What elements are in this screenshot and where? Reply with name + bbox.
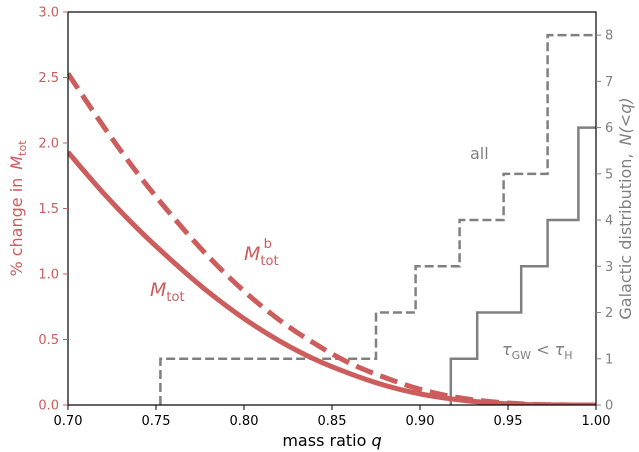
x-axis-label: mass ratio q bbox=[282, 431, 381, 450]
right-y-ticks: 0 1 2 3 4 5 6 7 8 bbox=[596, 29, 613, 414]
right-y-tick-label: 4 bbox=[605, 214, 613, 229]
series-label-mtot-b: Mtotb bbox=[244, 237, 279, 269]
x-tick-label: 0.75 bbox=[142, 414, 171, 429]
series-label-tgw: τGW < τH bbox=[502, 340, 573, 362]
x-tick-label: 0.80 bbox=[230, 414, 259, 429]
left-y-tick-label: 0.0 bbox=[38, 399, 59, 414]
x-tick-label: 0.70 bbox=[54, 414, 83, 429]
series-mtot-line bbox=[68, 150, 596, 405]
x-tick-label: 0.90 bbox=[406, 414, 435, 429]
right-y-tick-label: 2 bbox=[605, 306, 613, 321]
series-label-mtot: Mtot bbox=[150, 279, 185, 305]
x-tick-label: 0.95 bbox=[494, 414, 523, 429]
x-ticks: 0.70 0.75 0.80 0.85 0.90 0.95 1.00 bbox=[54, 405, 611, 429]
left-y-tick-label: 1.0 bbox=[38, 268, 59, 283]
right-y-tick-label: 0 bbox=[605, 399, 613, 414]
left-y-tick-label: 0.5 bbox=[38, 333, 59, 348]
series-label-all: all bbox=[470, 144, 489, 163]
left-y-tick-label: 2.0 bbox=[38, 137, 59, 152]
right-y-tick-label: 8 bbox=[605, 29, 613, 44]
left-y-tick-label: 1.5 bbox=[38, 202, 59, 217]
left-y-ticks: 0.0 0.5 1.0 1.5 2.0 2.5 3.0 bbox=[38, 6, 68, 414]
series-all-step-line bbox=[159, 33, 596, 405]
left-y-axis-label: % change in Mtot bbox=[7, 140, 29, 277]
right-y-tick-label: 1 bbox=[605, 352, 613, 367]
axes-frame bbox=[67, 11, 597, 406]
series-tgw-step-line bbox=[449, 126, 596, 405]
right-y-tick-label: 5 bbox=[605, 167, 613, 182]
x-tick-label: 0.85 bbox=[318, 414, 347, 429]
left-y-tick-label: 3.0 bbox=[38, 6, 59, 21]
plot-area bbox=[68, 33, 596, 405]
left-y-tick-label: 2.5 bbox=[38, 71, 59, 86]
x-tick-label: 1.00 bbox=[582, 414, 611, 429]
right-y-tick-label: 3 bbox=[605, 260, 613, 275]
right-y-tick-label: 7 bbox=[605, 75, 613, 90]
right-y-tick-label: 6 bbox=[605, 121, 613, 136]
series-mtot-b-line bbox=[68, 72, 596, 405]
right-y-axis-label: Galactic distribution, N(<q) bbox=[616, 97, 635, 319]
